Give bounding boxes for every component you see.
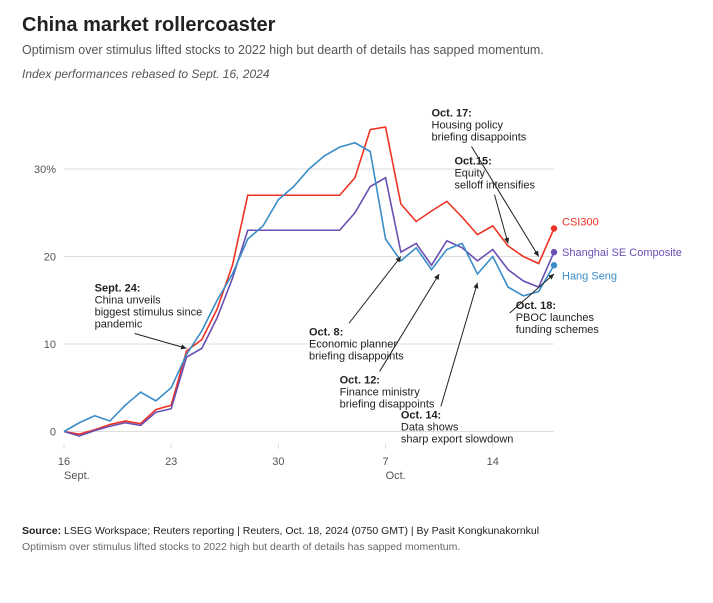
annotation-body: funding schemes (516, 324, 600, 336)
annotation-body: Data shows (401, 421, 459, 433)
secondary-caption: Optimism over stimulus lifted stocks to … (22, 541, 691, 553)
annotation-body: Finance ministry (340, 386, 421, 398)
annotation-body: briefing disappoints (432, 132, 527, 144)
legend-label: Shanghai SE Composite (562, 247, 682, 259)
x-tick-label: 14 (487, 456, 499, 468)
end-marker (551, 262, 557, 268)
annotation-head: Oct.15: (454, 156, 491, 168)
page: China market rollercoaster Optimism over… (0, 0, 713, 603)
annotation-head: Sept. 24: (95, 283, 141, 295)
end-marker (551, 249, 557, 255)
legend-label: CSI300 (562, 217, 599, 229)
x-tick-label: 7 (383, 456, 389, 468)
annotation-head: Oct. 14: (401, 409, 441, 421)
x-tick-label: 30 (272, 456, 284, 468)
legend-label: Hang Seng (562, 270, 617, 282)
annotation-body: PBOC launches (516, 312, 595, 324)
annotation-body: Housing policy (432, 120, 504, 132)
annotation-head: Oct. 12: (340, 374, 380, 386)
y-tick-label: 30% (34, 164, 56, 176)
end-marker (551, 225, 557, 231)
annotation-body: China unveils (95, 295, 162, 307)
annotation-head: Oct. 17: (432, 108, 472, 120)
source-line: Source: LSEG Workspace; Reuters reportin… (22, 525, 691, 537)
rebase-note: Index performances rebased to Sept. 16, … (22, 67, 691, 81)
line-chart: 0 10 20 30% 16 23 30 7 14 Sept. Oct. CSI300 Shanghai… (22, 89, 692, 519)
annotation-body: Economic planner (309, 338, 397, 350)
annotation-head: Oct. 8: (309, 326, 343, 338)
chart-area: 0 10 20 30% 16 23 30 7 14 Sept. Oct. CSI300 Shanghai… (22, 89, 692, 519)
y-tick-label: 20 (44, 252, 56, 264)
x-tick-label: 16 (58, 456, 70, 468)
annotation-body: pandemic (95, 319, 143, 331)
annotation-body: selloff intensifies (454, 180, 535, 192)
chart-title: China market rollercoaster (22, 14, 691, 37)
x-tick-label: 23 (165, 456, 177, 468)
annotation-body: Equity (454, 168, 485, 180)
x-month-label: Oct. (386, 470, 406, 482)
y-tick-label: 0 (50, 427, 56, 439)
chart-subtitle: Optimism over stimulus lifted stocks to … (22, 43, 691, 57)
annotation-body: briefing disappoints (309, 350, 404, 362)
y-tick-label: 10 (44, 339, 56, 351)
x-month-label: Sept. (64, 470, 90, 482)
source-text: LSEG Workspace; Reuters reporting | Reut… (61, 525, 539, 537)
annotation-body: sharp export slowdown (401, 433, 514, 445)
source-label: Source: (22, 525, 61, 537)
annotation-body: biggest stimulus since (95, 307, 203, 319)
